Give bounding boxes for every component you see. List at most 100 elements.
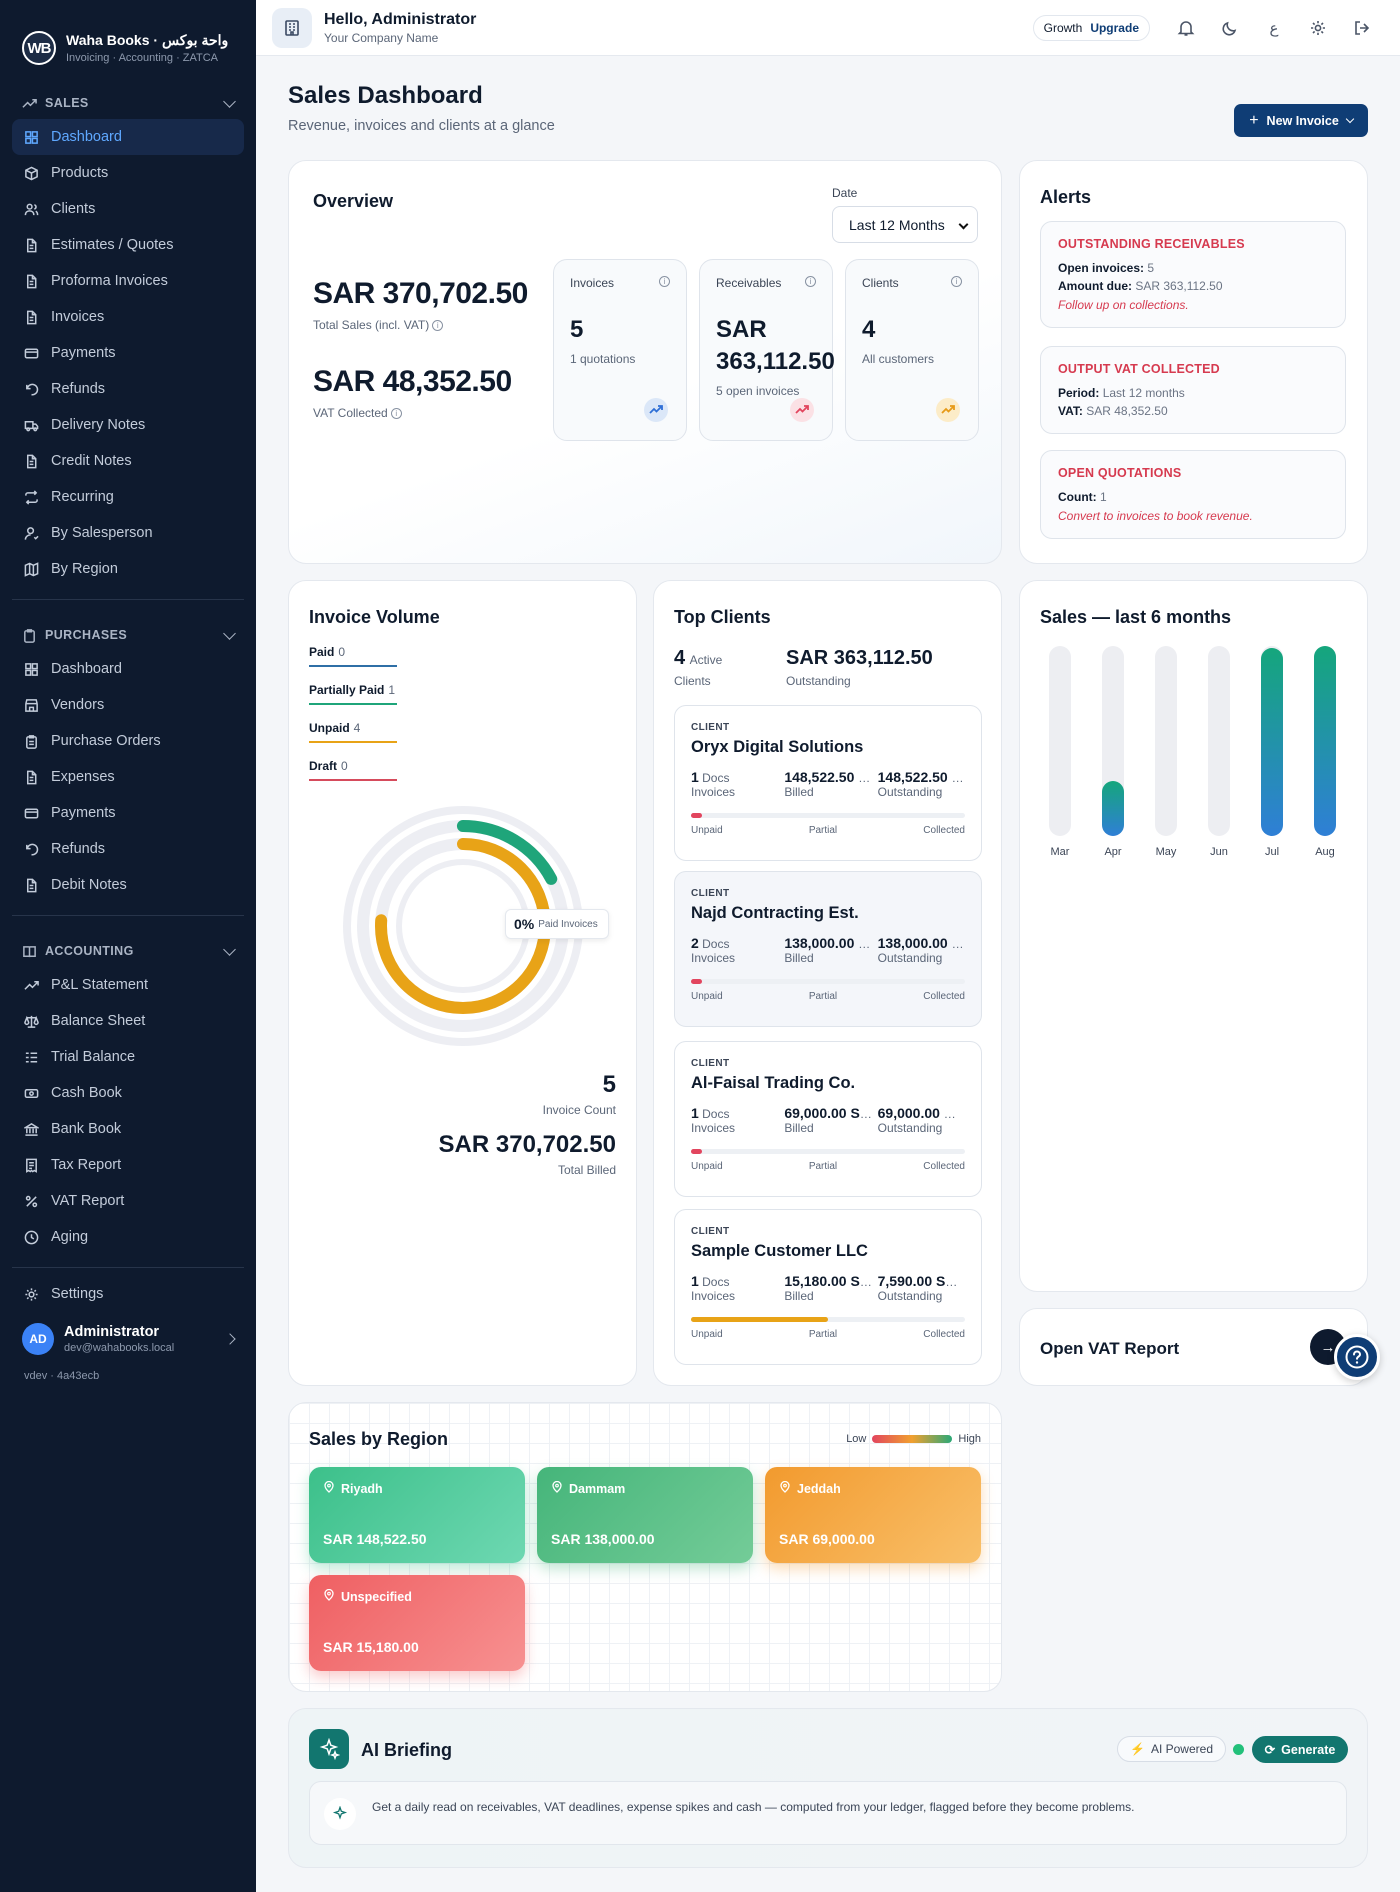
user-name: Administrator <box>64 1324 160 1340</box>
total-sales-value: SAR 370,702.50 <box>313 277 528 310</box>
info-icon[interactable]: i <box>951 276 962 287</box>
sidebar-item-accounting-bank-book[interactable]: Bank Book <box>12 1111 244 1147</box>
sidebar-item-sales-dashboard[interactable]: Dashboard <box>12 119 244 155</box>
settings-button[interactable] <box>1296 19 1340 37</box>
sidebar-item-label: Refunds <box>51 381 106 397</box>
chevron-down-icon <box>223 942 236 956</box>
sidebar-item-sales-clients[interactable]: Clients <box>12 191 244 227</box>
outstanding-label: Outstanding <box>786 674 851 688</box>
legend-item-paid[interactable]: Paid 0 <box>309 645 397 667</box>
region-tile-jeddah[interactable]: Jeddah SAR 69,000.00 <box>765 1467 981 1563</box>
sidebar-item-settings[interactable]: Settings <box>12 1276 244 1312</box>
sidebar-item-accounting-cash-book[interactable]: Cash Book <box>12 1075 244 1111</box>
client-progress-axis: Unpaid Partial Collected <box>691 1329 965 1340</box>
region-tile-dammam[interactable]: Dammam SAR 138,000.00 <box>537 1467 753 1563</box>
client-card[interactable]: CLIENT Al-Faisal Trading Co. 1 Docs Invoi… <box>674 1041 982 1197</box>
info-icon[interactable]: i <box>659 276 670 287</box>
sidebar-item-accounting-trial-balance[interactable]: Trial Balance <box>12 1039 244 1075</box>
client-name: Al-Faisal Trading Co. <box>691 1074 856 1092</box>
info-icon[interactable]: i <box>805 276 816 287</box>
sidebar-item-sales-products[interactable]: Products <box>12 155 244 191</box>
sidebar-item-label: Balance Sheet <box>51 1013 146 1029</box>
sidebar-item-label: Aging <box>51 1229 89 1245</box>
sidebar-item-accounting-vat-report[interactable]: VAT Report <box>12 1183 244 1219</box>
sidebar-item-sales-by-salesperson[interactable]: By Salesperson <box>12 515 244 551</box>
sidebar-item-purchases-expenses[interactable]: Expenses <box>12 759 244 795</box>
active-clients-label: Clients <box>674 674 711 688</box>
legend-item-unpaid[interactable]: Unpaid 4 <box>309 721 397 743</box>
info-icon[interactable]: i <box>390 408 402 420</box>
bar-apr[interactable] <box>1102 781 1124 836</box>
accounting-section-header[interactable]: ACCOUNTING <box>0 940 256 962</box>
bar-label-aug: Aug <box>1315 846 1335 858</box>
sidebar-item-purchases-refunds[interactable]: Refunds <box>12 831 244 867</box>
sidebar-item-purchases-purchase-orders[interactable]: Purchase Orders <box>12 723 244 759</box>
sidebar-item-accounting-balance-sheet[interactable]: Balance Sheet <box>12 1003 244 1039</box>
client-progress-fill <box>691 979 702 984</box>
generate-button[interactable]: ⟳ Generate <box>1252 1736 1348 1763</box>
client-progress-axis: Unpaid Partial Collected <box>691 991 965 1002</box>
page-title: Sales Dashboard <box>288 82 483 109</box>
sidebar-item-accounting-tax-report[interactable]: Tax Report <box>12 1147 244 1183</box>
purchases-section-header[interactable]: PURCHASES <box>0 624 256 646</box>
client-progress-fill <box>691 1149 702 1154</box>
file-icon <box>24 274 39 289</box>
sidebar-item-label: Trial Balance <box>51 1049 136 1065</box>
client-docs: 1 Docs Invoices <box>691 1105 736 1135</box>
sidebar-item-sales-delivery-notes[interactable]: Delivery Notes <box>12 407 244 443</box>
sidebar-item-sales-proforma-invoices[interactable]: Proforma Invoices <box>12 263 244 299</box>
alert-item[interactable]: OUTSTANDING RECEIVABLES Open invoices: 5… <box>1040 221 1346 328</box>
bar-aug[interactable] <box>1314 646 1336 836</box>
upgrade-link[interactable]: Upgrade <box>1090 20 1139 35</box>
sidebar-item-sales-by-region[interactable]: By Region <box>12 551 244 587</box>
accounting-section-title: ACCOUNTING <box>45 944 134 958</box>
gear-icon <box>24 1287 39 1302</box>
sidebar-item-sales-credit-notes[interactable]: Credit Notes <box>12 443 244 479</box>
sidebar-item-sales-payments[interactable]: Payments <box>12 335 244 371</box>
sidebar-item-purchases-payments[interactable]: Payments <box>12 795 244 831</box>
client-card[interactable]: CLIENT Sample Customer LLC 1 Docs Invoice… <box>674 1209 982 1365</box>
stat-card-clients[interactable]: Clients i 4 All customers <box>845 259 979 441</box>
language-button[interactable]: ع <box>1269 19 1279 37</box>
notifications-button[interactable] <box>1164 19 1208 37</box>
store-icon <box>24 698 39 713</box>
map-pin-icon <box>551 1480 563 1496</box>
chevron-down-icon <box>958 219 969 230</box>
trend-up-icon <box>644 398 668 422</box>
sidebar-item-sales-estimates-quotes[interactable]: Estimates / Quotes <box>12 227 244 263</box>
trend-icon <box>22 96 37 111</box>
alert-line: Open invoices: 5 <box>1058 261 1155 275</box>
user-menu[interactable]: AD Administrator dev@wahabooks.local <box>0 1316 256 1362</box>
stat-card-receivables[interactable]: Receivables i SAR 363,112.50 5 open invoi… <box>699 259 835 441</box>
sidebar-item-accounting-aging[interactable]: Aging <box>12 1219 244 1255</box>
sidebar-item-purchases-vendors[interactable]: Vendors <box>12 687 244 723</box>
brand[interactable]: WB Waha Books · واحة بوكس Invoicing · Ac… <box>0 0 256 76</box>
alert-item[interactable]: OUTPUT VAT COLLECTED Period: Last 12 mon… <box>1040 346 1346 434</box>
region-tile-riyadh[interactable]: Riyadh SAR 148,522.50 <box>309 1467 525 1563</box>
help-button[interactable] <box>1334 1334 1380 1380</box>
sidebar-item-sales-recurring[interactable]: Recurring <box>12 479 244 515</box>
sidebar-item-accounting-p-l-statement[interactable]: P&L Statement <box>12 967 244 1003</box>
version-label: vdev · 4a43ecb <box>24 1370 100 1382</box>
bar-jul[interactable] <box>1261 648 1283 836</box>
client-card[interactable]: CLIENT Najd Contracting Est. 2 Docs Invoi… <box>674 871 982 1027</box>
new-invoice-button[interactable]: + New Invoice <box>1234 104 1368 137</box>
legend-item-partially-paid[interactable]: Partially Paid 1 <box>309 683 397 705</box>
date-range-select[interactable]: Last 12 Months <box>832 206 978 243</box>
vat-report-card[interactable]: Open VAT Report → <box>1019 1308 1368 1386</box>
logout-button[interactable] <box>1340 19 1384 37</box>
stat-card-invoices[interactable]: Invoices i 5 1 quotations <box>553 259 687 441</box>
sales-section-header[interactable]: SALES <box>0 92 256 114</box>
alert-item[interactable]: OPEN QUOTATIONS Count: 1 Convert to invo… <box>1040 450 1346 539</box>
legend-item-draft[interactable]: Draft 0 <box>309 759 397 781</box>
client-card[interactable]: CLIENT Oryx Digital Solutions 1 Docs Invo… <box>674 705 982 861</box>
plan-badge[interactable]: Growth Upgrade <box>1032 14 1150 41</box>
sidebar: WB Waha Books · واحة بوكس Invoicing · Ac… <box>0 0 256 1892</box>
sidebar-item-purchases-dashboard[interactable]: Dashboard <box>12 651 244 687</box>
sidebar-item-sales-refunds[interactable]: Refunds <box>12 371 244 407</box>
sidebar-item-purchases-debit-notes[interactable]: Debit Notes <box>12 867 244 903</box>
region-tile-unspecified[interactable]: Unspecified SAR 15,180.00 <box>309 1575 525 1671</box>
info-icon[interactable]: i <box>432 320 444 332</box>
theme-toggle-button[interactable] <box>1208 19 1252 37</box>
sidebar-item-sales-invoices[interactable]: Invoices <box>12 299 244 335</box>
